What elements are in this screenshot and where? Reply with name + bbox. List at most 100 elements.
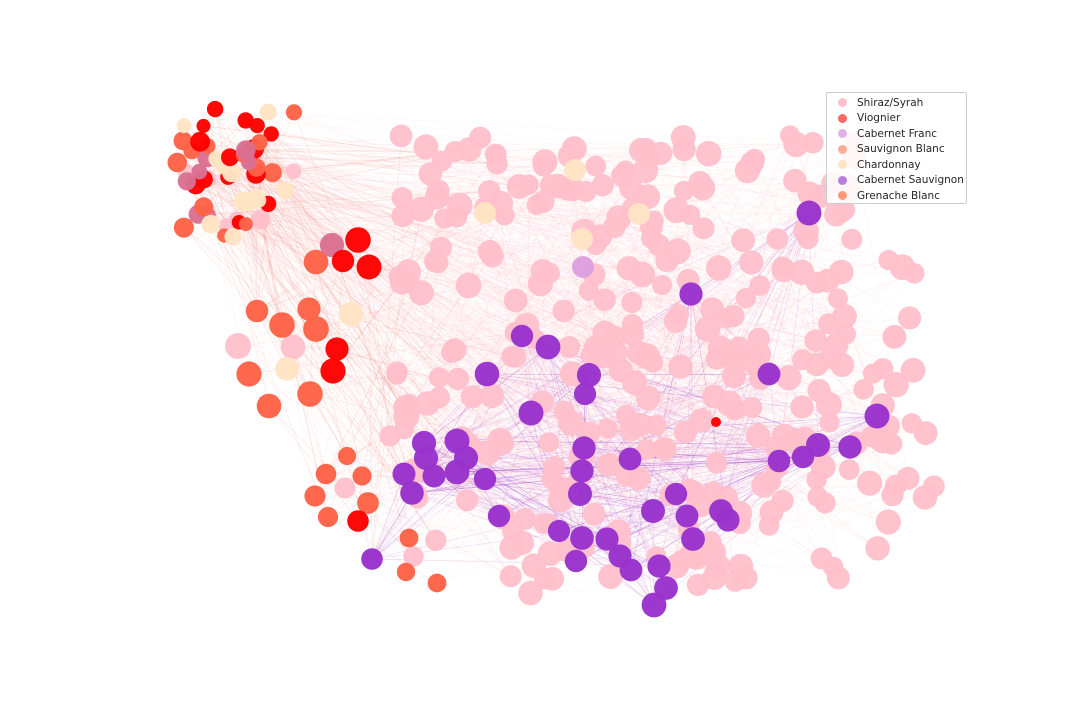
graph-node — [734, 157, 761, 184]
graph-edge — [414, 207, 486, 471]
graph-edge — [248, 161, 516, 358]
graph-edge — [663, 135, 791, 449]
graph-edge — [461, 354, 760, 440]
graph-node — [427, 573, 447, 593]
graph-edge — [435, 260, 721, 349]
graph-edge — [350, 313, 714, 397]
graph-edge — [642, 187, 704, 275]
graph-edge — [245, 150, 425, 444]
graph-edge — [593, 355, 731, 515]
graph-node — [285, 104, 303, 121]
graph-edge — [549, 187, 849, 554]
graph-edge — [733, 282, 817, 317]
graph-node — [819, 412, 840, 433]
legend-label: Chardonnay — [857, 158, 921, 171]
graph-edge — [630, 510, 722, 571]
graph-edge — [268, 338, 759, 407]
graph-node — [834, 323, 857, 345]
graph-edge — [638, 213, 686, 433]
graph-edge — [357, 239, 410, 539]
graph-edge — [223, 165, 726, 320]
graph-node — [599, 452, 620, 473]
legend-label: Grenache Blanc — [857, 189, 940, 202]
legend-item: Cabernet Franc — [827, 126, 966, 142]
graph-edge — [267, 111, 657, 557]
graph-node — [807, 486, 828, 507]
graph-edge — [238, 221, 605, 334]
graph-node — [251, 192, 267, 208]
graph-edge — [327, 282, 410, 518]
graph-node — [250, 209, 271, 230]
graph-edge — [421, 215, 505, 294]
legend-label: Viognier — [857, 112, 901, 125]
graph-edge — [256, 310, 488, 375]
legend: Shiraz/Syrah Viognier Cabernet Franc Sauvig… — [826, 92, 967, 204]
graph-edge — [569, 155, 611, 463]
graph-edge — [314, 190, 684, 497]
graph-edge — [656, 407, 753, 557]
graph-edge — [315, 285, 469, 330]
graph-edge — [331, 182, 834, 246]
graph-node — [456, 137, 482, 162]
legend-item: Sauvignon Blanc — [827, 142, 966, 158]
graph-edge — [542, 189, 573, 271]
legend-item: Chardonnay — [827, 157, 966, 173]
graph-edge — [243, 154, 490, 253]
graph-edge — [683, 190, 910, 319]
graph-edge — [680, 366, 878, 417]
graph-node — [827, 288, 849, 309]
graph-edge — [423, 373, 488, 444]
graph-node — [780, 125, 800, 146]
graph-node — [285, 163, 302, 179]
graph-node — [518, 400, 544, 426]
graph-node — [357, 492, 379, 514]
graph-edge — [195, 184, 666, 450]
graph-edge — [432, 184, 529, 474]
graph-edge — [199, 171, 845, 317]
graph-edge — [480, 137, 845, 210]
graph-edge — [271, 133, 401, 277]
graph-edge — [511, 274, 643, 548]
graph-edge — [259, 141, 558, 187]
graph-node — [167, 152, 188, 173]
graph-node — [558, 335, 581, 359]
graph-node — [303, 316, 329, 342]
graph-edge — [222, 165, 777, 469]
graph-node — [426, 179, 450, 202]
graph-edge — [484, 444, 819, 480]
graph-node — [386, 361, 408, 383]
graph-edge — [272, 172, 473, 398]
graph-node — [806, 469, 827, 490]
graph-edge — [619, 390, 820, 557]
graph-node — [224, 228, 242, 246]
graph-edge — [579, 212, 810, 495]
graph-edge — [357, 272, 550, 522]
graph-edge — [227, 176, 333, 246]
graph-node — [539, 174, 562, 197]
legend-label: Cabernet Franc — [857, 127, 938, 140]
graph-node — [585, 155, 607, 177]
graph-edge — [256, 310, 348, 457]
graph-node — [747, 327, 770, 351]
graph-node — [716, 390, 743, 417]
graph-edge — [183, 227, 690, 491]
graph-node — [923, 475, 945, 498]
graph-edge — [203, 125, 270, 407]
graph-node — [474, 361, 500, 387]
graph-edge — [286, 216, 458, 370]
graph-node — [724, 570, 746, 592]
graph-edge — [758, 259, 889, 340]
graph-node — [741, 397, 763, 419]
graph-node — [664, 482, 688, 506]
graph-edge — [227, 176, 692, 295]
graph-edge — [515, 298, 838, 301]
graph-edge — [272, 172, 523, 337]
graph-edge — [595, 244, 715, 397]
legend-swatch-icon — [838, 144, 847, 154]
graph-edge — [622, 175, 842, 273]
graph-edge — [547, 346, 657, 426]
graph-node — [424, 249, 447, 273]
graph-node — [647, 554, 671, 578]
graph-edge — [227, 176, 772, 513]
